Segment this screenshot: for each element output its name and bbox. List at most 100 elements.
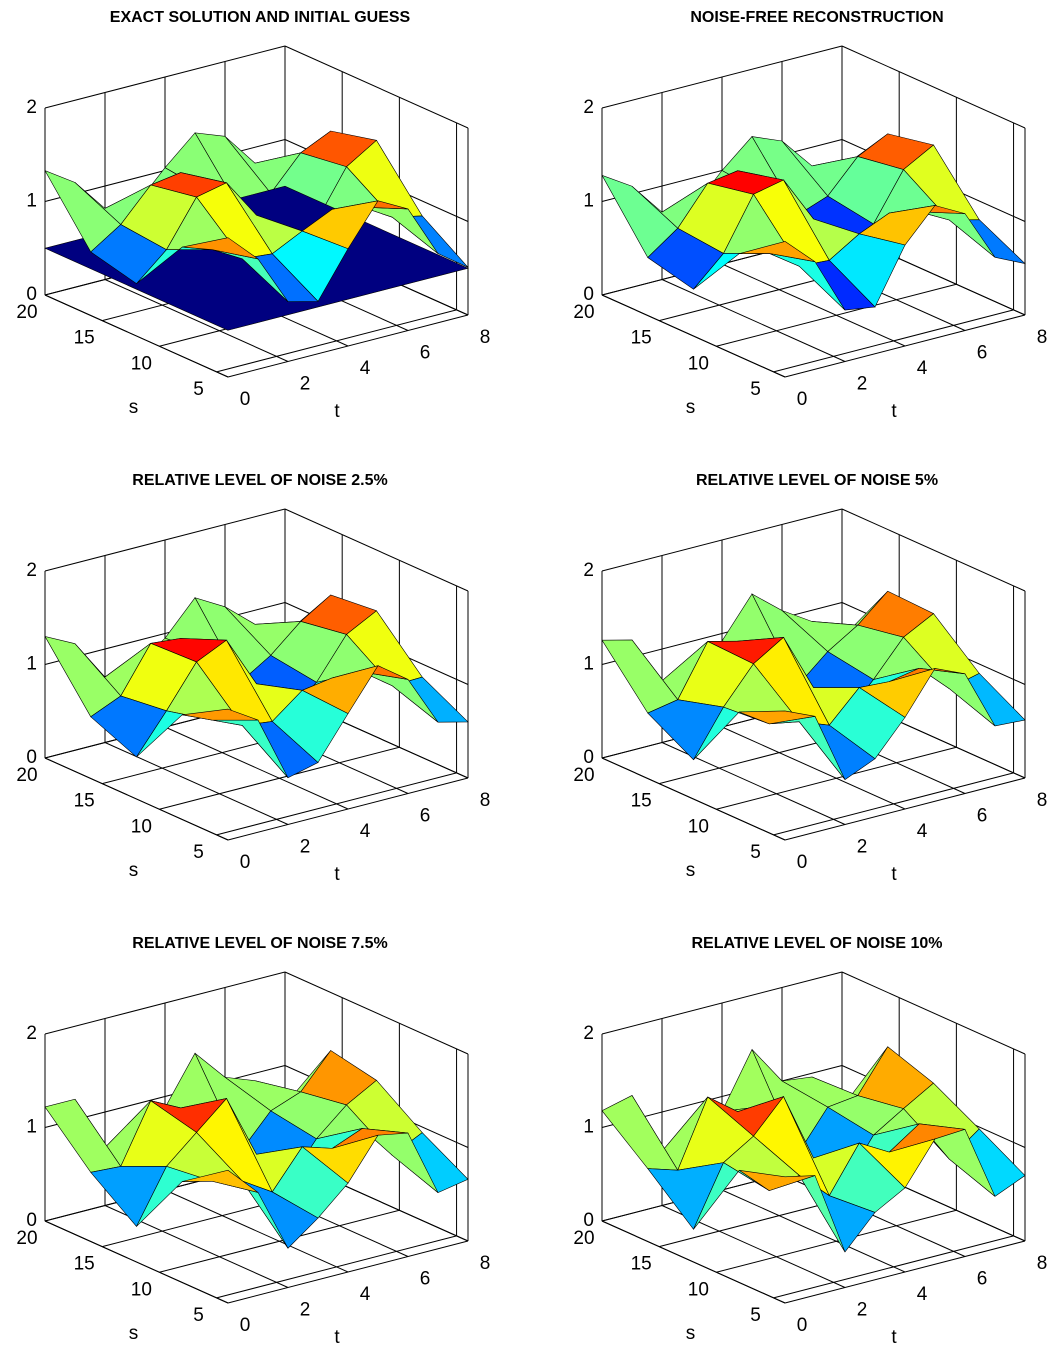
surface-patch bbox=[739, 241, 816, 263]
grid-line bbox=[44, 602, 286, 665]
grid-line bbox=[216, 772, 457, 836]
x-axis-label: t bbox=[334, 864, 340, 885]
x-tick-label: 4 bbox=[360, 821, 371, 842]
grid-line bbox=[44, 757, 229, 841]
y-tick-label: 5 bbox=[750, 379, 761, 400]
y-tick-label: 10 bbox=[131, 816, 152, 837]
z-tick-label: 2 bbox=[26, 1023, 37, 1044]
grid-line bbox=[159, 1209, 400, 1273]
y-tick-label: 10 bbox=[131, 353, 152, 374]
x-tick-label: 4 bbox=[917, 358, 928, 379]
x-tick-label: 0 bbox=[797, 389, 808, 410]
y-tick-label: 15 bbox=[631, 1254, 652, 1275]
x-tick-label: 4 bbox=[360, 358, 371, 379]
z-tick-label: 1 bbox=[26, 1117, 37, 1138]
x-tick-label: 0 bbox=[240, 1315, 251, 1336]
surface-patch bbox=[601, 1095, 679, 1171]
z-tick-label: 1 bbox=[583, 1117, 594, 1138]
z-tick-label: 0 bbox=[26, 1210, 37, 1231]
x-axis-label: t bbox=[891, 401, 897, 422]
surface-patch bbox=[739, 710, 816, 725]
y-tick-label: 5 bbox=[750, 842, 761, 863]
x-tick-label: 6 bbox=[420, 1269, 431, 1290]
z-tick-label: 2 bbox=[583, 97, 594, 118]
z-tick-label: 1 bbox=[26, 191, 37, 212]
y-tick-label: 10 bbox=[688, 816, 709, 837]
z-tick-label: 1 bbox=[583, 654, 594, 675]
z-tick-label: 0 bbox=[26, 747, 37, 768]
grid-line bbox=[104, 279, 289, 362]
x-axis-label: t bbox=[334, 401, 340, 422]
y-tick-label: 15 bbox=[74, 328, 95, 349]
grid-line bbox=[841, 508, 1026, 592]
grid-line bbox=[284, 508, 469, 592]
grid-line bbox=[44, 971, 286, 1035]
grid-line bbox=[164, 1189, 349, 1273]
y-tick-label: 15 bbox=[74, 791, 95, 812]
x-tick-label: 0 bbox=[797, 852, 808, 873]
x-tick-label: 0 bbox=[240, 852, 251, 873]
grid-line bbox=[601, 45, 843, 109]
chart-title: RELATIVE LEVEL OF NOISE 10% bbox=[691, 935, 942, 952]
grid-line bbox=[716, 283, 957, 347]
x-tick-label: 6 bbox=[977, 1269, 988, 1290]
grid-line bbox=[159, 746, 400, 810]
x-tick-label: 4 bbox=[917, 821, 928, 842]
z-tick-label: 2 bbox=[26, 97, 37, 118]
y-tick-label: 20 bbox=[16, 765, 37, 786]
y-axis-label: s bbox=[129, 860, 139, 881]
y-tick-label: 15 bbox=[631, 328, 652, 349]
grid-line bbox=[773, 772, 1014, 836]
z-tick-label: 0 bbox=[583, 747, 594, 768]
grid-line bbox=[44, 294, 229, 378]
z-tick-label: 1 bbox=[26, 654, 37, 675]
x-tick-label: 0 bbox=[797, 1315, 808, 1336]
grid-line bbox=[721, 1189, 906, 1273]
grid-line bbox=[721, 263, 906, 347]
y-tick-label: 20 bbox=[573, 765, 594, 786]
surface-patch bbox=[739, 1170, 816, 1191]
grid-line bbox=[661, 279, 846, 362]
grid-line bbox=[44, 508, 286, 572]
y-tick-label: 15 bbox=[631, 791, 652, 812]
grid-line bbox=[44, 1220, 229, 1304]
y-tick-label: 20 bbox=[16, 302, 37, 323]
x-tick-label: 6 bbox=[977, 343, 988, 364]
x-tick-label: 6 bbox=[420, 806, 431, 827]
surface-patch bbox=[44, 1098, 122, 1173]
x-tick-label: 8 bbox=[480, 327, 491, 348]
surface-patch bbox=[601, 639, 679, 714]
x-tick-label: 2 bbox=[300, 837, 311, 858]
surface-patch bbox=[182, 237, 259, 260]
grid-line bbox=[601, 294, 786, 378]
x-tick-label: 2 bbox=[857, 374, 868, 395]
y-tick-label: 20 bbox=[573, 302, 594, 323]
y-tick-label: 5 bbox=[193, 1305, 204, 1326]
grid-line bbox=[284, 971, 469, 1055]
x-tick-label: 2 bbox=[300, 374, 311, 395]
y-tick-label: 10 bbox=[688, 353, 709, 374]
y-tick-label: 10 bbox=[131, 1279, 152, 1300]
grid-line bbox=[716, 1209, 957, 1273]
y-axis-label: s bbox=[686, 860, 696, 881]
grid-line bbox=[841, 971, 1026, 1055]
x-tick-label: 2 bbox=[857, 837, 868, 858]
grid-line bbox=[601, 757, 786, 841]
z-tick-label: 2 bbox=[26, 560, 37, 581]
grid-line bbox=[841, 45, 1026, 129]
grid-line bbox=[601, 508, 843, 572]
x-tick-label: 2 bbox=[300, 1300, 311, 1321]
x-tick-label: 2 bbox=[857, 1300, 868, 1321]
z-tick-label: 0 bbox=[583, 284, 594, 305]
x-axis-label: t bbox=[891, 864, 897, 885]
grid-line bbox=[216, 309, 457, 373]
grid-line bbox=[216, 1235, 457, 1299]
grid-line bbox=[284, 45, 469, 129]
grid-line bbox=[716, 746, 957, 810]
x-axis-label: t bbox=[334, 1327, 340, 1346]
